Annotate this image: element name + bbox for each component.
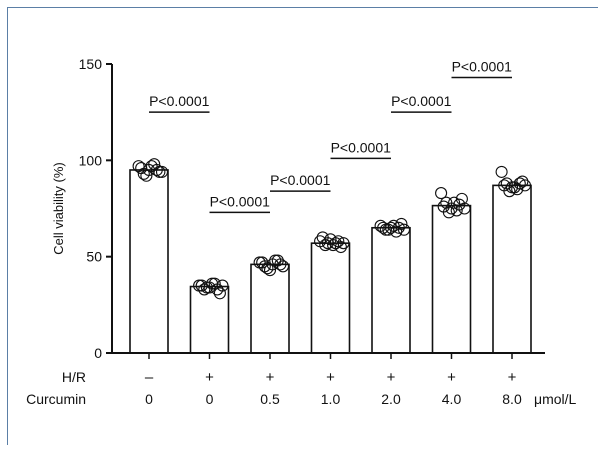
bar-2 [250, 263, 290, 354]
comparison-label: P<0.0001 [391, 93, 452, 109]
y-tick-label: 100 [79, 152, 103, 168]
hr-value: + [205, 369, 214, 386]
data-point [448, 196, 461, 209]
curcumin-value: 0 [145, 391, 153, 407]
hr-value: + [266, 369, 275, 386]
bar-0 [129, 169, 169, 354]
hr-value: + [326, 369, 335, 386]
y-tick-label: 0 [94, 345, 102, 361]
data-point [155, 165, 169, 178]
comparison-label: P<0.0001 [270, 172, 331, 188]
comparison-label: P<0.0001 [149, 93, 210, 109]
comparison-label: P<0.0001 [331, 139, 392, 155]
curcumin-value: 2.0 [381, 391, 401, 407]
data-point [276, 260, 290, 273]
y-tick-label: 150 [79, 56, 103, 72]
data-point [455, 192, 468, 205]
bar-6 [492, 184, 532, 354]
curcumin-unit-label: μmol/L [534, 391, 577, 407]
data-point [198, 283, 211, 296]
data-point [518, 179, 532, 192]
data-point [337, 237, 350, 250]
data-point [274, 258, 287, 271]
comparison-label: P<0.0001 [210, 193, 271, 209]
data-point [334, 240, 347, 254]
bar-1 [189, 285, 230, 354]
hr-value: + [447, 369, 456, 386]
data-point [208, 277, 221, 290]
data-point [140, 169, 153, 182]
data-point [505, 181, 519, 194]
data-point [216, 279, 229, 292]
hr-value: – [145, 369, 154, 386]
y-axis-label: Cell viability (%) [51, 162, 66, 254]
data-point [513, 177, 526, 190]
data-point [435, 187, 448, 200]
curcumin-value: 0.5 [260, 391, 280, 407]
data-point [442, 206, 455, 219]
bar-5 [431, 204, 472, 354]
data-point [397, 223, 411, 236]
hr-value: + [508, 369, 517, 386]
data-point [213, 287, 226, 300]
data-point [495, 165, 508, 178]
curcumin-row-label: Curcumin [26, 391, 86, 407]
data-point [392, 221, 405, 234]
data-point [450, 204, 463, 217]
data-point [445, 202, 458, 215]
hr-row-label: H/R [62, 369, 86, 385]
data-point [516, 175, 529, 188]
curcumin-value: 4.0 [442, 391, 462, 407]
curcumin-value: 0 [206, 391, 214, 407]
data-point [150, 163, 163, 177]
curcumin-value: 8.0 [502, 391, 522, 407]
hr-value: + [387, 369, 396, 386]
data-point [332, 235, 345, 248]
figure-frame [7, 7, 598, 445]
data-point [387, 219, 400, 232]
curcumin-value: 1.0 [321, 391, 341, 407]
data-point [395, 217, 408, 230]
data-point [263, 264, 277, 277]
bar-3 [310, 242, 351, 354]
bar-4 [371, 226, 411, 354]
data-point [153, 165, 166, 178]
data-point [458, 202, 471, 215]
y-tick-label: 50 [86, 249, 102, 265]
comparison-label: P<0.0001 [452, 58, 513, 74]
